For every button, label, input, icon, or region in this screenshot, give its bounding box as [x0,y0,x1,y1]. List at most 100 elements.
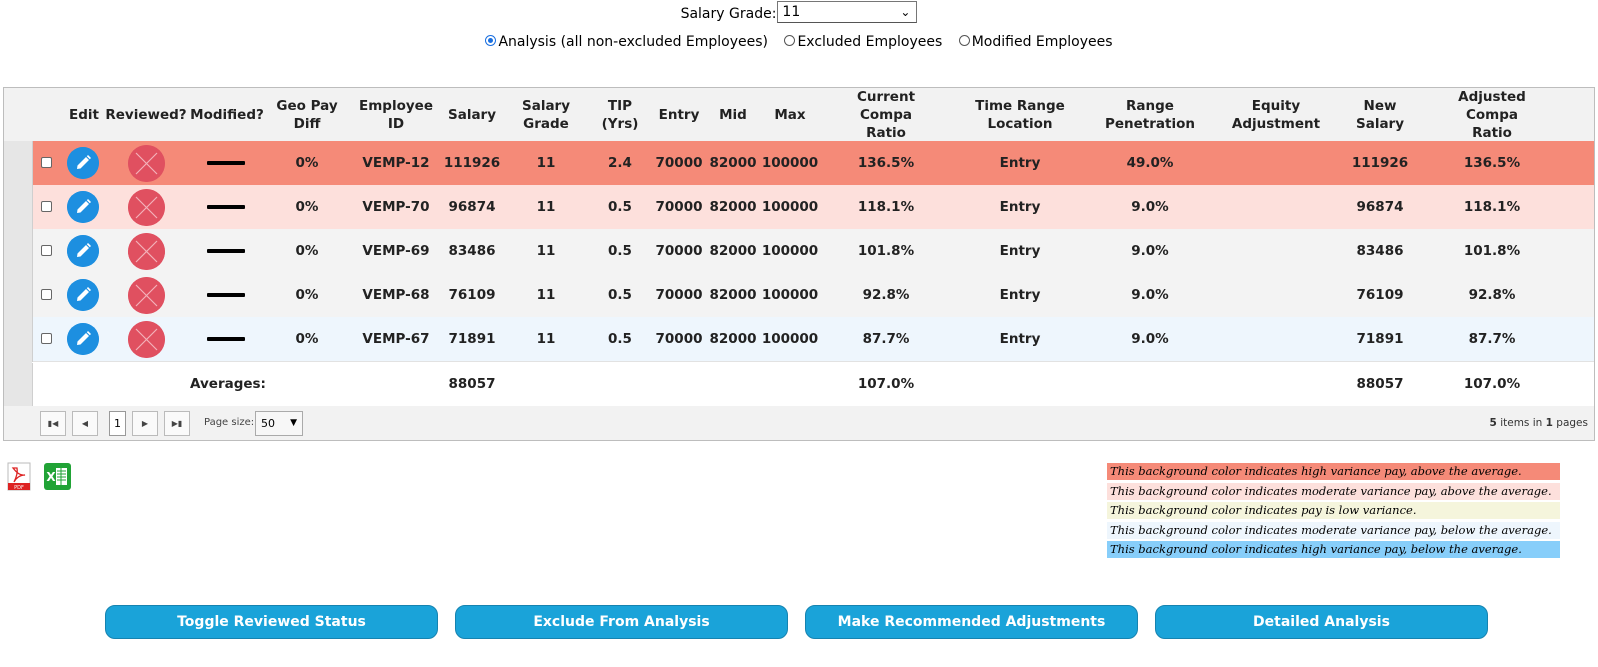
tip-cell: 0.5 [608,287,632,303]
not-modified-dash-icon [207,293,245,297]
legend-high-above: This background color indicates high var… [1107,463,1560,480]
last-page-button[interactable]: ▶▮ [164,411,190,436]
max-cell: 100000 [761,331,819,347]
row-select-checkbox[interactable] [41,333,52,344]
next-page-button[interactable]: ▶ [132,411,158,436]
header-reviewed[interactable]: Reviewed? [105,106,187,123]
entry-cell: 70000 [655,155,703,171]
range-penetration-cell: 9.0% [1131,243,1169,259]
time-range-location-cell: Entry [999,243,1041,259]
table-row[interactable]: 0% VEMP-70 96874 11 0.5 70000 82000 100000 118.1… [4,185,1594,230]
adjusted-compa-ratio-cell: 101.8% [1463,243,1521,259]
header-range-penetration[interactable]: Range Penetration [1100,88,1200,141]
adjusted-compa-ratio-cell: 118.1% [1463,199,1521,215]
header-entry[interactable]: Entry [658,106,700,123]
radio-modified-label: Modified Employees [971,34,1113,50]
table-row[interactable]: 0% VEMP-12 111926 11 2.4 70000 82000 100000 136.… [4,141,1594,186]
salary-grade-select[interactable]: 11 ⌄ [777,1,918,23]
edit-pencil-icon[interactable] [67,191,99,223]
radio-modified[interactable]: Modified Employees [958,34,1113,50]
radio-dot-icon [485,34,497,46]
header-text: Current Compa [856,88,916,123]
header-text: Location [987,115,1053,132]
row-select-checkbox[interactable] [41,157,52,168]
header-geo-pay-diff[interactable]: Geo Pay Diff [272,88,342,141]
pages-count: 1 [1545,417,1553,429]
max-cell: 100000 [761,243,819,259]
edit-pencil-icon[interactable] [67,323,99,355]
current-page[interactable]: 1 [109,411,126,436]
header-new-salary[interactable]: New Salary [1350,88,1410,141]
header-current-compa-ratio[interactable]: Current Compa Ratio [830,88,942,141]
header-edit[interactable]: Edit [69,106,99,123]
header-text: ID [387,115,405,132]
table-row[interactable]: 0% VEMP-69 83486 11 0.5 70000 82000 100000 101.8… [4,229,1594,274]
grid-gutter [4,141,33,363]
header-max[interactable]: Max [774,106,806,123]
mid-cell: 82000 [709,199,757,215]
header-salary[interactable]: Salary [447,106,497,123]
prev-page-icon: ◀ [81,419,89,428]
table-row[interactable]: 0% VEMP-67 71891 11 0.5 70000 82000 100000 87.7%… [4,317,1594,362]
header-salary-grade[interactable]: Salary Grade [516,88,576,141]
chevron-down-icon: ⌄ [900,5,911,19]
time-range-location-cell: Entry [999,155,1041,171]
header-time-range-location[interactable]: Time Range Location [968,88,1072,141]
toggle-reviewed-button[interactable]: Toggle Reviewed Status [105,605,438,639]
exclude-from-analysis-button[interactable]: Exclude From Analysis [455,605,788,639]
table-row[interactable]: 0% VEMP-68 76109 11 0.5 70000 82000 100000 92.8%… [4,273,1594,318]
header-adjusted-compa-ratio[interactable]: Adjusted Compa Ratio [1432,88,1552,141]
header-text: TIP [607,97,633,114]
radio-dot-icon [784,34,796,46]
averages-label: Averages: [190,376,266,392]
reviewed-x-icon[interactable] [128,145,165,182]
edit-pencil-icon[interactable] [67,235,99,267]
header-text: Diff [293,115,321,132]
max-cell: 100000 [761,155,819,171]
not-modified-dash-icon [207,337,245,341]
header-equity-adjustment[interactable]: Equity Adjustment [1226,88,1326,141]
prev-page-button[interactable]: ◀ [72,411,98,436]
geo-pay-diff-cell: 0% [295,287,319,303]
edit-pencil-icon[interactable] [67,147,99,179]
row-select-checkbox[interactable] [41,245,52,256]
max-cell: 100000 [761,199,819,215]
salary-grade-cell: 11 [536,287,556,303]
reviewed-x-icon[interactable] [128,189,165,226]
geo-pay-diff-cell: 0% [295,331,319,347]
range-penetration-cell: 9.0% [1131,331,1169,347]
make-recommended-adjustments-button[interactable]: Make Recommended Adjustments [805,605,1138,639]
excel-export-icon[interactable]: X [43,462,72,491]
header-employee-id[interactable]: Employee ID [356,88,436,141]
row-select-checkbox[interactable] [41,201,52,212]
radio-analysis[interactable]: Analysis (all non-excluded Employees) [485,34,768,50]
edit-pencil-icon[interactable] [67,279,99,311]
radio-excluded-label: Excluded Employees [797,34,943,50]
employee-id-cell: VEMP-68 [362,287,430,303]
header-modified[interactable]: Modified? [190,106,264,123]
current-compa-ratio-cell: 87.7% [862,331,910,347]
header-text: Time Range [975,97,1065,114]
grid-header: Edit Reviewed? Modified? Geo Pay Diff Emp… [4,88,1594,142]
time-range-location-cell: Entry [999,287,1041,303]
tip-cell: 0.5 [608,331,632,347]
row-select-checkbox[interactable] [41,289,52,300]
header-mid[interactable]: Mid [719,106,747,123]
radio-excluded[interactable]: Excluded Employees [784,34,942,50]
salary-grade-filter: Salary Grade: 11 ⌄ [0,1,1598,25]
pdf-export-icon[interactable]: PDF [6,462,33,491]
not-modified-dash-icon [207,205,245,209]
page-size-select[interactable]: 50 ▼ [255,411,303,436]
reviewed-x-icon[interactable] [128,277,165,314]
reviewed-x-icon[interactable] [128,233,165,270]
detailed-analysis-button[interactable]: Detailed Analysis [1155,605,1488,639]
legend-moderate-above: This background color indicates moderate… [1107,483,1560,500]
salary-grade-cell: 11 [536,199,556,215]
first-page-button[interactable]: ▮◀ [40,411,66,436]
adjusted-compa-ratio-cell: 136.5% [1463,155,1521,171]
reviewed-x-icon[interactable] [128,321,165,358]
current-compa-ratio-cell: 101.8% [857,243,915,259]
header-tip[interactable]: TIP (Yrs) [600,88,640,141]
last-page-icon: ▶▮ [171,419,183,428]
equity-adjustment-cell [1226,273,1326,317]
